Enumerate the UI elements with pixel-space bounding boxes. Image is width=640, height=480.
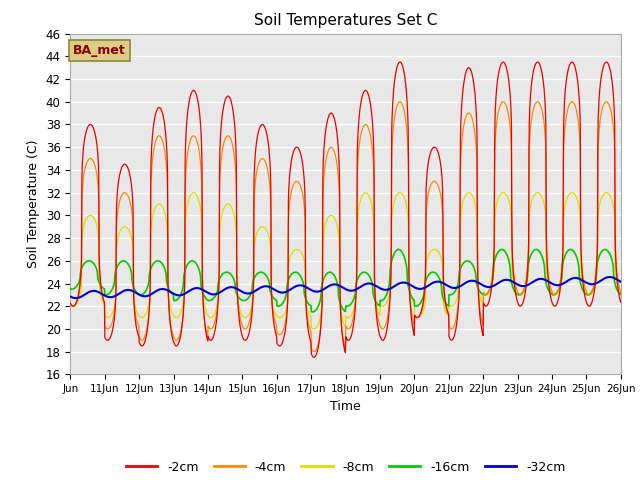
Legend: -2cm, -4cm, -8cm, -16cm, -32cm: -2cm, -4cm, -8cm, -16cm, -32cm xyxy=(121,456,570,479)
Title: Soil Temperatures Set C: Soil Temperatures Set C xyxy=(254,13,437,28)
X-axis label: Time: Time xyxy=(330,400,361,413)
Y-axis label: Soil Temperature (C): Soil Temperature (C) xyxy=(27,140,40,268)
Text: BA_met: BA_met xyxy=(73,44,126,57)
